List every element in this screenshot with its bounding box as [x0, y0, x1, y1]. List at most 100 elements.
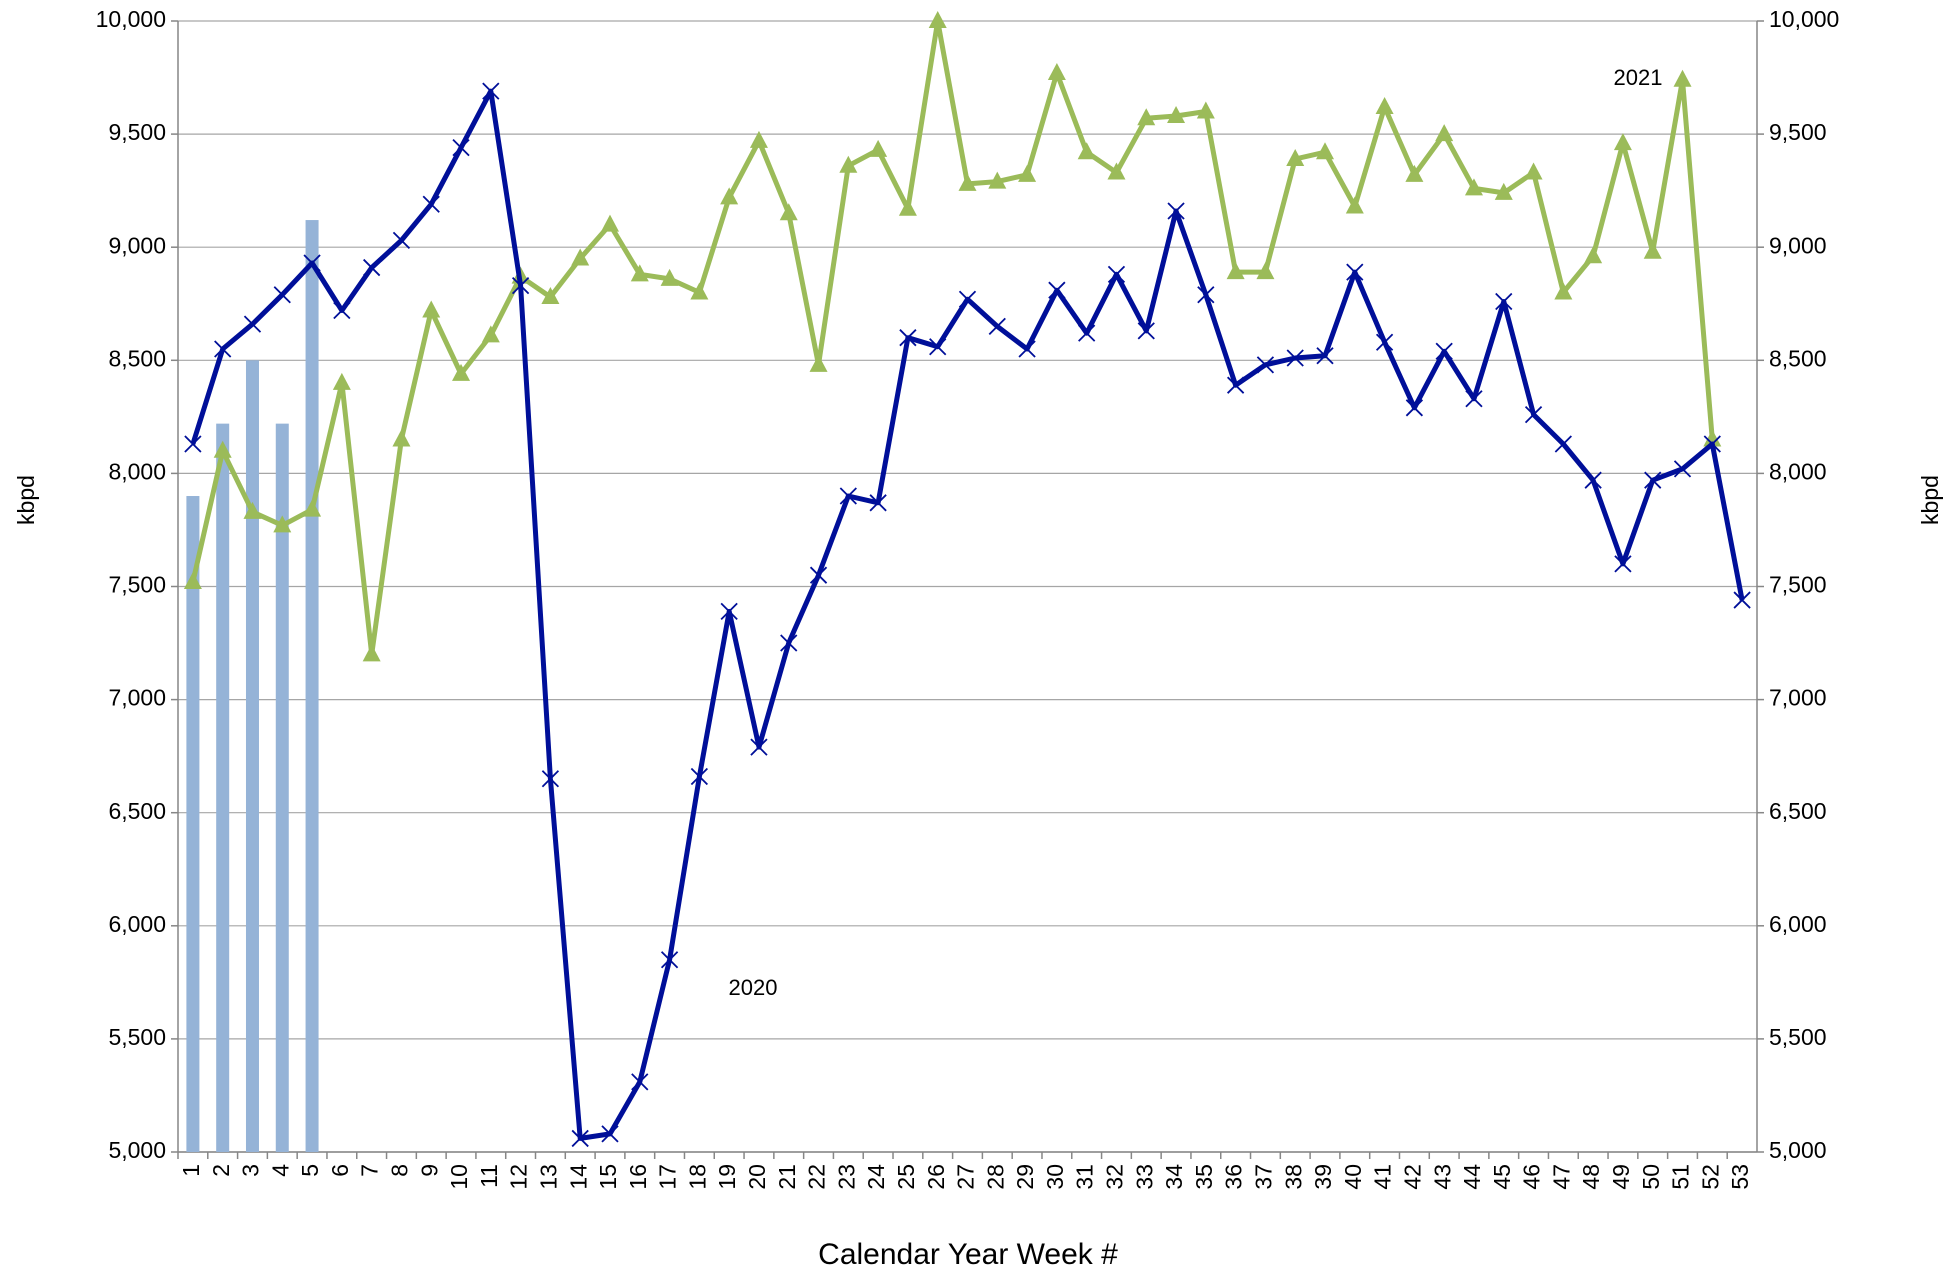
y-tick-label: 5,500: [108, 1024, 166, 1050]
x-marker: [571, 1129, 589, 1148]
x-tick-label: 32: [1102, 1164, 1128, 1190]
bar: [275, 423, 289, 1152]
triangle-marker: [571, 248, 590, 266]
triangle-marker: [213, 440, 232, 458]
x-tick-label: 45: [1489, 1164, 1515, 1190]
x-marker: [511, 277, 530, 295]
triangle-marker: [1256, 262, 1275, 280]
x-tick-label: 47: [1548, 1164, 1574, 1190]
triangle-marker: [541, 286, 560, 304]
x-marker: [1226, 376, 1245, 394]
x-tick-label: 52: [1697, 1164, 1723, 1190]
x-marker: [243, 315, 262, 333]
triangle-marker: [1375, 96, 1394, 114]
x-marker: [631, 1073, 649, 1091]
x-marker: [750, 738, 768, 756]
x-marker: [958, 290, 977, 308]
triangle-marker: [600, 214, 619, 232]
x-marker: [839, 487, 857, 505]
x-tick-label: 39: [1310, 1164, 1336, 1190]
triangle-marker: [303, 499, 322, 517]
x-tick-label: 17: [655, 1164, 681, 1190]
triangle-marker: [1613, 133, 1632, 151]
bar: [305, 220, 319, 1152]
x-marker: [988, 317, 1006, 336]
x-tick-label: 1: [178, 1164, 204, 1177]
x-tick-label: 37: [1251, 1164, 1277, 1190]
triangle-marker: [1316, 142, 1335, 160]
x-marker: [690, 767, 709, 786]
x-tick-label: 35: [1191, 1164, 1217, 1190]
y-tick-label: 6,500: [108, 798, 166, 824]
y2-tick-label: 9,000: [1769, 232, 1827, 258]
y2-tick-label: 6,000: [1769, 911, 1827, 937]
x-marker: [1346, 263, 1364, 281]
triangle-marker: [839, 155, 858, 173]
x-marker: [1673, 460, 1692, 478]
series-annotation: 2021: [1614, 65, 1663, 90]
triangle-marker: [630, 264, 649, 282]
triangle-marker: [1077, 142, 1096, 160]
triangle-marker: [273, 515, 292, 533]
x-tick-label: 15: [595, 1164, 621, 1190]
x-tick-label: 43: [1429, 1164, 1455, 1190]
triangle-marker: [332, 372, 351, 390]
y2-tick-label: 8,000: [1769, 458, 1827, 484]
x-marker: [1703, 435, 1721, 453]
x-marker: [214, 340, 232, 358]
y2-tick-label: 5,000: [1769, 1137, 1827, 1163]
triangle-marker: [720, 187, 739, 205]
y-tick-label: 7,500: [108, 572, 166, 598]
y-tick-label: 6,000: [108, 911, 166, 937]
x-tick-label: 16: [625, 1164, 651, 1190]
x-tick-label: 41: [1370, 1164, 1396, 1190]
y-tick-label: 8,000: [108, 458, 166, 484]
triangle-marker: [1494, 182, 1513, 200]
x-marker: [1405, 399, 1424, 417]
y2-tick-label: 10,000: [1769, 6, 1839, 32]
x-marker: [1137, 322, 1155, 340]
triangle-marker: [1584, 246, 1603, 264]
y-tick-label: 7,000: [108, 685, 166, 711]
x-marker: [1018, 340, 1036, 358]
x-marker: [660, 951, 679, 969]
triangle-marker: [1047, 63, 1066, 81]
line: [190, 18, 1715, 657]
x-tick-label: 19: [714, 1164, 740, 1190]
x-tick-label: 36: [1221, 1164, 1247, 1190]
x-marker: [392, 231, 411, 250]
x-marker: [1614, 555, 1632, 573]
x-tick-label: 28: [982, 1164, 1008, 1190]
x-tick-label: 11: [476, 1164, 502, 1188]
x-tick-label: 7: [357, 1164, 383, 1177]
triangle-marker: [779, 203, 798, 221]
x-tick-label: 48: [1578, 1164, 1604, 1190]
x-marker: [303, 254, 321, 272]
x-marker: [1435, 342, 1453, 360]
y-tick-label: 5,000: [108, 1137, 166, 1163]
triangle-marker: [958, 173, 977, 191]
x-tick-label: 42: [1399, 1164, 1425, 1190]
x-tick-label: 20: [744, 1164, 770, 1190]
x-marker: [1048, 281, 1066, 299]
x-tick-label: 40: [1340, 1164, 1366, 1190]
series-annotation: 2020: [729, 975, 778, 1000]
x-marker: [1584, 471, 1602, 489]
x-tick-label: 4: [267, 1164, 293, 1177]
x-tick-label: 21: [774, 1164, 800, 1190]
x-marker: [869, 494, 887, 512]
x-tick-label: 2: [208, 1164, 234, 1177]
triangle-marker: [690, 282, 709, 300]
x-marker: [720, 602, 738, 621]
triangle-marker: [809, 354, 828, 372]
x-marker: [1197, 286, 1215, 304]
x-marker: [1524, 405, 1543, 424]
y-tick-label: 8,500: [108, 345, 166, 371]
y2-tick-label: 8,500: [1769, 345, 1827, 371]
x-marker: [1167, 202, 1185, 220]
x-marker: [363, 258, 381, 277]
x-tick-label: 26: [923, 1164, 949, 1190]
x-tick-label: 31: [1072, 1164, 1098, 1190]
x-marker: [541, 770, 560, 788]
